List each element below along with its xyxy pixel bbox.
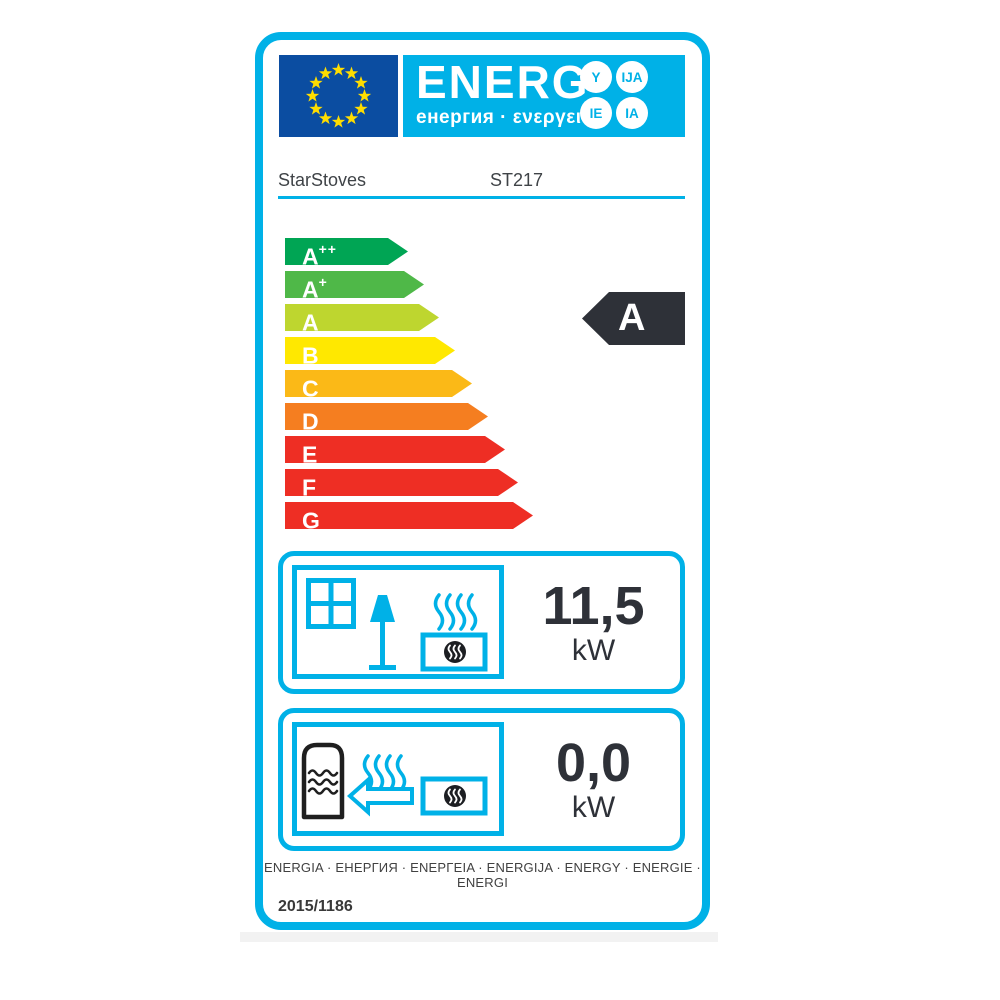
class-arrow-a-plus-plus: A++ — [285, 238, 408, 265]
energ-logo-banner: ENERG енергия · ενεργεια Y IJA IE IA — [403, 55, 685, 137]
arrow-left-icon — [346, 775, 414, 817]
current-rating-letter: A — [618, 297, 646, 339]
label-shadow — [240, 932, 718, 942]
model-number: ST217 — [490, 170, 544, 190]
class-arrow-e: E — [285, 436, 505, 463]
eu-flag-icon — [279, 55, 398, 137]
direct-heat-icons — [292, 565, 504, 679]
current-rating-arrow: A — [582, 292, 685, 345]
efficiency-scale: A++ A+ A B C D E F G — [285, 238, 545, 535]
suffix-circle-ija: IJA — [616, 61, 648, 93]
suffix-circle-y: Y — [580, 61, 612, 93]
window-icon — [306, 578, 356, 629]
direct-heat-box: 11,5 kW — [278, 551, 685, 694]
energ-suffix-circles: Y IJA IE IA — [580, 61, 650, 131]
brand-row: StarStoves ST217 — [278, 170, 685, 194]
class-arrow-c: C — [285, 370, 472, 397]
stove-icon — [420, 632, 488, 672]
water-heat-unit: kW — [571, 791, 616, 825]
class-arrow-b: B — [285, 337, 455, 364]
energy-label: ENERG енергия · ενεργεια Y IJA IE IA Sta… — [255, 32, 710, 930]
heat-waves-icon — [362, 754, 407, 792]
water-heat-value-block: 0,0 kW — [511, 713, 676, 846]
brand-name: StarStoves — [278, 170, 367, 190]
regulation-number: 2015/1186 — [278, 898, 353, 915]
water-tank-icon — [301, 742, 345, 820]
energ-subtitle: енергия · ενεργεια — [416, 107, 594, 128]
heat-waves-icon — [433, 593, 478, 631]
direct-heat-unit: kW — [571, 634, 616, 668]
class-arrow-f: F — [285, 469, 518, 496]
energ-wordmark: ENERG — [416, 56, 590, 108]
class-arrow-a: A — [285, 304, 439, 331]
class-arrow-g: G — [285, 502, 533, 529]
suffix-circle-ia: IA — [616, 97, 648, 129]
energy-languages-text: ENERGIA · ЕНЕРГИЯ · ΕΝΕΡΓΕΙΑ · ENERGIJA … — [264, 860, 701, 890]
direct-heat-value: 11,5 — [542, 576, 645, 637]
water-heat-box: 0,0 kW — [278, 708, 685, 851]
class-arrow-a-plus: A+ — [285, 271, 424, 298]
water-heat-icons — [292, 722, 504, 836]
lamp-icon — [369, 595, 396, 670]
stove-icon — [420, 776, 488, 816]
water-heat-value: 0,0 — [555, 733, 632, 794]
class-arrow-d: D — [285, 403, 488, 430]
brand-underline — [278, 196, 685, 199]
suffix-circle-ie: IE — [580, 97, 612, 129]
direct-heat-value-block: 11,5 kW — [511, 556, 676, 689]
